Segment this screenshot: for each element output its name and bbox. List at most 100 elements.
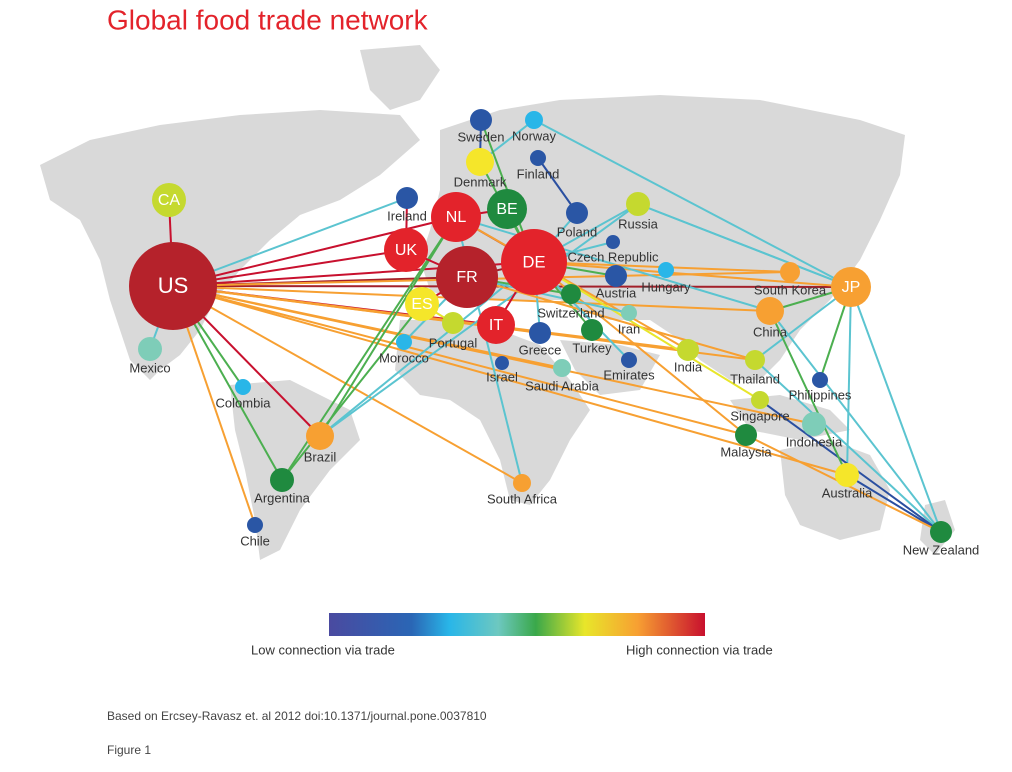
country-node	[235, 379, 251, 395]
country-label: Turkey	[572, 340, 612, 355]
trade-link	[455, 216, 771, 312]
country-node	[431, 192, 481, 242]
country-label: Austria	[596, 285, 637, 300]
country-node	[525, 111, 543, 129]
country-label: Finland	[517, 166, 560, 181]
country-code: US	[158, 273, 189, 298]
country-node	[735, 424, 757, 446]
country-node	[756, 297, 784, 325]
trade-link	[281, 303, 423, 481]
country-label: Chile	[240, 533, 270, 548]
country-node	[466, 148, 494, 176]
trade-link	[466, 276, 756, 361]
country-label: Sweden	[458, 129, 505, 144]
country-node	[152, 183, 186, 217]
country-node	[802, 412, 826, 436]
country-label: Mexico	[129, 360, 170, 375]
country-label: Saudi Arabia	[525, 378, 599, 393]
trade-link	[319, 216, 457, 437]
country-code: DE	[523, 253, 546, 271]
country-label: China	[753, 324, 788, 339]
country-node	[780, 262, 800, 282]
country-node	[553, 359, 571, 377]
trade-link	[455, 216, 689, 351]
country-label: India	[674, 359, 703, 374]
country-node	[477, 306, 515, 344]
country-code: JP	[842, 279, 861, 296]
country-node	[529, 322, 551, 344]
country-label: Thailand	[730, 371, 780, 386]
country-node	[621, 305, 637, 321]
country-node	[566, 202, 588, 224]
trade-link	[172, 285, 523, 484]
country-code: FR	[456, 269, 477, 286]
country-node	[812, 372, 828, 388]
country-node	[751, 391, 769, 409]
country-node	[396, 187, 418, 209]
country-code: IT	[489, 317, 503, 334]
trade-link	[637, 203, 852, 288]
country-label: Israel	[486, 369, 518, 384]
country-node	[247, 517, 263, 533]
country-label: Malaysia	[720, 444, 772, 459]
country-node	[270, 468, 294, 492]
country-node	[306, 422, 334, 450]
country-label: Emirates	[603, 367, 655, 382]
country-label: Denmark	[454, 174, 507, 189]
country-code: CA	[158, 192, 181, 209]
country-node	[581, 319, 603, 341]
country-label: Poland	[557, 224, 597, 239]
country-label: Brazil	[304, 449, 337, 464]
title: Global food trade network	[107, 4, 429, 35]
country-node	[621, 352, 637, 368]
country-label: Singapore	[730, 408, 789, 423]
country-label: Philippines	[789, 387, 852, 402]
trade-link	[172, 285, 747, 436]
trade-link	[172, 285, 563, 369]
country-node	[745, 350, 765, 370]
country-label: Australia	[822, 485, 873, 500]
country-label: Norway	[512, 128, 557, 143]
country-node	[513, 474, 531, 492]
country-node	[487, 189, 527, 229]
country-code: UK	[395, 242, 418, 259]
country-node	[396, 334, 412, 350]
trade-link	[537, 157, 578, 214]
country-label: Switzerland	[537, 305, 604, 320]
country-node	[835, 463, 859, 487]
country-node	[405, 287, 439, 321]
country-label: South Africa	[487, 491, 558, 506]
trade-link	[769, 310, 942, 533]
country-node	[658, 262, 674, 278]
country-label: Iran	[618, 321, 640, 336]
trade-link	[769, 310, 848, 476]
country-node	[831, 267, 871, 307]
trade-link	[533, 119, 852, 288]
country-code: ES	[411, 296, 432, 313]
country-label: Russia	[618, 216, 659, 231]
country-code: BE	[496, 201, 517, 218]
country-node	[470, 109, 492, 131]
country-node	[495, 356, 509, 370]
legend-gradient	[329, 613, 705, 636]
country-label: Ireland	[387, 208, 427, 223]
legend-high: High connection via trade	[626, 642, 773, 657]
country-node	[677, 339, 699, 361]
trade-link	[846, 474, 942, 533]
country-label: New Zealand	[903, 542, 980, 557]
country-label: Czech Republic	[567, 249, 659, 264]
country-label: South Korea	[754, 282, 827, 297]
country-node	[436, 246, 498, 308]
country-label: Hungary	[641, 279, 691, 294]
trade-link	[533, 261, 852, 288]
country-node	[138, 337, 162, 361]
source-note: Based on Ercsey-Ravasz et. al 2012 doi:1…	[107, 709, 487, 723]
country-node	[384, 228, 428, 272]
trade-link	[754, 359, 942, 533]
country-node	[561, 284, 581, 304]
country-node	[129, 242, 217, 330]
country-node	[606, 235, 620, 249]
country-label: Colombia	[216, 395, 272, 410]
country-label: Greece	[519, 342, 562, 357]
